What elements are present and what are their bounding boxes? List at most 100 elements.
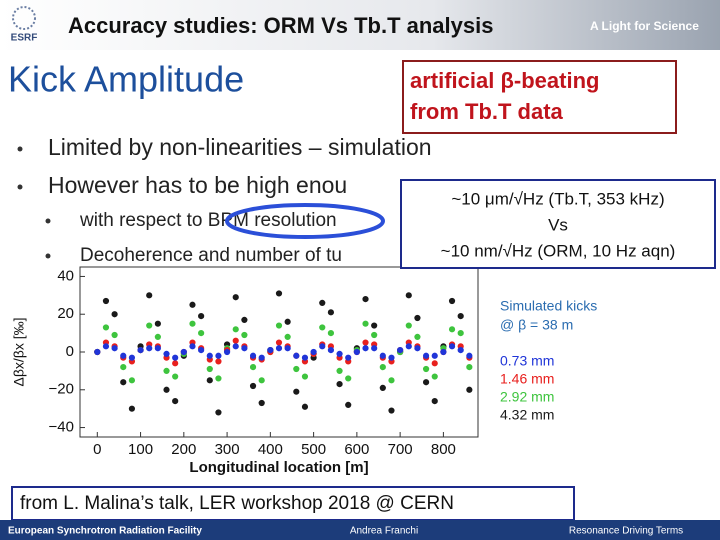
callout-line: artificial β-beating xyxy=(410,68,599,93)
point xyxy=(336,350,343,357)
point xyxy=(154,333,161,340)
point xyxy=(422,365,430,373)
y-axis-label: Δβx/βx [‰] xyxy=(11,317,27,386)
point xyxy=(431,352,438,359)
point xyxy=(241,331,248,339)
point xyxy=(137,347,144,354)
point xyxy=(198,330,205,337)
point xyxy=(111,311,118,318)
point xyxy=(431,373,438,380)
point xyxy=(94,348,101,356)
point xyxy=(120,364,127,371)
point xyxy=(379,384,386,391)
x-tick-label: 0 xyxy=(93,441,101,458)
point xyxy=(189,343,196,350)
point xyxy=(388,354,395,361)
y-tick-label: 0 xyxy=(66,343,74,360)
point xyxy=(336,367,343,374)
point xyxy=(440,348,447,356)
point xyxy=(120,352,127,359)
x-tick-label: 200 xyxy=(171,441,196,458)
point xyxy=(414,314,421,322)
point xyxy=(215,352,222,359)
point xyxy=(172,354,179,361)
point xyxy=(163,350,170,357)
point xyxy=(301,354,309,361)
point xyxy=(466,386,473,393)
point xyxy=(198,313,205,320)
point xyxy=(371,331,378,339)
point xyxy=(388,377,395,384)
point xyxy=(120,379,127,386)
point xyxy=(258,354,265,361)
point xyxy=(293,388,300,395)
point xyxy=(284,318,291,325)
point xyxy=(362,339,369,346)
point xyxy=(232,343,239,350)
x-tick-label: 600 xyxy=(344,441,369,458)
point xyxy=(189,301,196,308)
legend-title: Simulated kicks xyxy=(500,298,597,314)
point xyxy=(327,309,335,316)
point xyxy=(111,345,118,352)
point xyxy=(206,352,213,359)
point xyxy=(345,354,352,361)
point xyxy=(206,365,213,373)
point xyxy=(128,354,136,361)
point xyxy=(172,360,179,367)
point xyxy=(371,322,378,329)
header-tagline: A Light for Science xyxy=(590,19,699,33)
callout-box xyxy=(402,60,677,134)
legend-title: @ β = 38 m xyxy=(500,317,573,333)
point xyxy=(319,299,326,306)
point xyxy=(154,320,161,327)
point xyxy=(379,352,386,359)
point xyxy=(397,347,404,354)
y-tick-label: −40 xyxy=(49,419,74,436)
point xyxy=(405,292,412,299)
point xyxy=(345,375,352,382)
point xyxy=(146,292,153,299)
point xyxy=(301,403,309,410)
point xyxy=(172,398,179,405)
bullet-dot xyxy=(45,218,51,224)
point xyxy=(448,297,456,305)
bullet-dot xyxy=(45,253,51,259)
point xyxy=(457,313,464,320)
point xyxy=(249,352,257,359)
source-note: from L. Malina’s talk, LER workshop 2018… xyxy=(20,493,454,514)
point xyxy=(163,386,170,393)
point xyxy=(163,367,170,374)
legend-entry: 1.46 mm xyxy=(500,371,554,387)
point xyxy=(448,326,456,333)
x-axis-label: Longitudinal location [m] xyxy=(189,459,368,476)
y-tick-label: −20 xyxy=(49,381,74,398)
footer-topic: Resonance Driving Terms xyxy=(569,526,683,537)
point xyxy=(241,316,248,323)
point xyxy=(466,364,473,371)
point xyxy=(241,345,248,352)
point xyxy=(206,377,213,384)
resolution-line: Vs xyxy=(548,215,568,234)
point xyxy=(189,320,196,327)
resolution-line: ~10 nm/√Hz (ORM, 10 Hz aqn) xyxy=(441,241,676,260)
point xyxy=(319,343,326,350)
footer-bar xyxy=(0,520,720,540)
bullet-text: Decoherence and number of tu xyxy=(80,245,342,266)
point xyxy=(258,399,265,407)
bullet-dot xyxy=(17,146,23,152)
point xyxy=(275,339,283,346)
point xyxy=(275,322,283,329)
logo-mark xyxy=(12,6,36,30)
point xyxy=(102,324,110,331)
point xyxy=(405,322,412,329)
highlight-ellipse xyxy=(225,203,385,239)
header-bar xyxy=(0,0,720,50)
point xyxy=(371,345,378,352)
point xyxy=(215,358,222,365)
point xyxy=(379,364,386,371)
x-tick-label: 100 xyxy=(128,441,153,458)
point xyxy=(388,407,395,414)
bullet-dot xyxy=(17,184,23,190)
